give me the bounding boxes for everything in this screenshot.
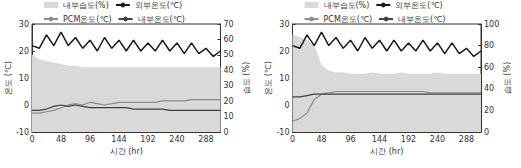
svg-text:0: 0 xyxy=(290,135,295,144)
svg-text:240: 240 xyxy=(169,135,184,144)
svg-text:20: 20 xyxy=(484,106,494,115)
svg-text:PCM온도(℃): PCM온도(℃) xyxy=(324,15,373,24)
svg-text:144: 144 xyxy=(372,135,387,144)
svg-text:96: 96 xyxy=(85,135,95,144)
svg-text:0: 0 xyxy=(284,101,289,110)
svg-text:20: 20 xyxy=(224,97,234,106)
svg-text:192: 192 xyxy=(140,135,155,144)
svg-text:240: 240 xyxy=(430,135,445,144)
svg-text:내부온도(℃): 내부온도(℃) xyxy=(398,15,445,24)
svg-text:외부온도(℃): 외부온도(℃) xyxy=(395,1,442,10)
svg-text:0: 0 xyxy=(29,135,34,144)
svg-text:192: 192 xyxy=(401,135,416,144)
svg-text:온도 (℃): 온도 (℃) xyxy=(264,61,273,95)
svg-text:0: 0 xyxy=(224,128,229,137)
svg-text:60: 60 xyxy=(224,35,234,44)
svg-text:40: 40 xyxy=(224,66,234,75)
svg-text:96: 96 xyxy=(345,135,355,144)
svg-text:PCM온도(℃): PCM온도(℃) xyxy=(63,15,112,24)
svg-text:48: 48 xyxy=(316,135,326,144)
svg-text:288: 288 xyxy=(198,135,213,144)
svg-text:30: 30 xyxy=(19,20,29,29)
svg-text:습도 (%): 습도 (%) xyxy=(242,62,251,94)
svg-text:40: 40 xyxy=(484,84,494,93)
svg-text:내부온도(℃): 내부온도(℃) xyxy=(138,15,185,24)
svg-text:20: 20 xyxy=(279,47,289,56)
svg-text:10: 10 xyxy=(19,74,29,83)
svg-text:시간 (hr): 시간 (hr) xyxy=(110,147,143,156)
svg-text:50: 50 xyxy=(224,50,234,59)
svg-text:100: 100 xyxy=(484,20,499,29)
svg-text:-10: -10 xyxy=(276,128,289,137)
svg-text:144: 144 xyxy=(111,135,126,144)
svg-text:-10: -10 xyxy=(16,128,29,137)
svg-text:10: 10 xyxy=(224,112,234,121)
svg-text:시간 (hr): 시간 (hr) xyxy=(370,147,403,156)
svg-text:30: 30 xyxy=(279,20,289,29)
svg-text:온도 (℃): 온도 (℃) xyxy=(4,61,13,95)
svg-text:60: 60 xyxy=(484,63,494,72)
svg-text:내부습도(%): 내부습도(%) xyxy=(324,1,370,10)
svg-text:0: 0 xyxy=(484,128,489,137)
svg-text:10: 10 xyxy=(279,74,289,83)
svg-text:80: 80 xyxy=(484,41,494,50)
svg-text:288: 288 xyxy=(459,135,474,144)
svg-text:외부온도(℃): 외부온도(℃) xyxy=(135,1,182,10)
svg-text:70: 70 xyxy=(224,20,234,29)
svg-text:30: 30 xyxy=(224,81,234,90)
svg-text:내부습도(%): 내부습도(%) xyxy=(63,1,109,10)
svg-text:습도 (%): 습도 (%) xyxy=(503,62,512,94)
svg-text:20: 20 xyxy=(19,47,29,56)
svg-text:0: 0 xyxy=(24,101,29,110)
svg-text:48: 48 xyxy=(56,135,66,144)
